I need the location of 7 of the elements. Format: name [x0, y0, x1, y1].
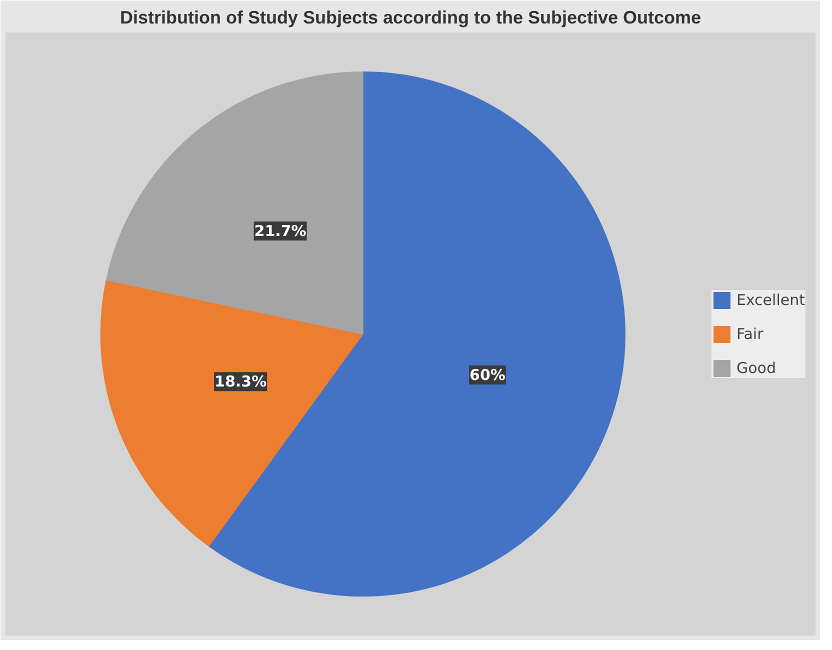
legend-label: Fair — [736, 324, 764, 342]
data-label: 60% — [470, 366, 506, 384]
legend-label: Excellent — [736, 290, 805, 308]
chart-title: Distribution of Study Subjects according to the Subjective Outcome — [120, 8, 702, 28]
legend-label: Good — [736, 358, 776, 376]
data-label: 21.7% — [254, 222, 306, 240]
data-label: 18.3% — [214, 372, 267, 391]
